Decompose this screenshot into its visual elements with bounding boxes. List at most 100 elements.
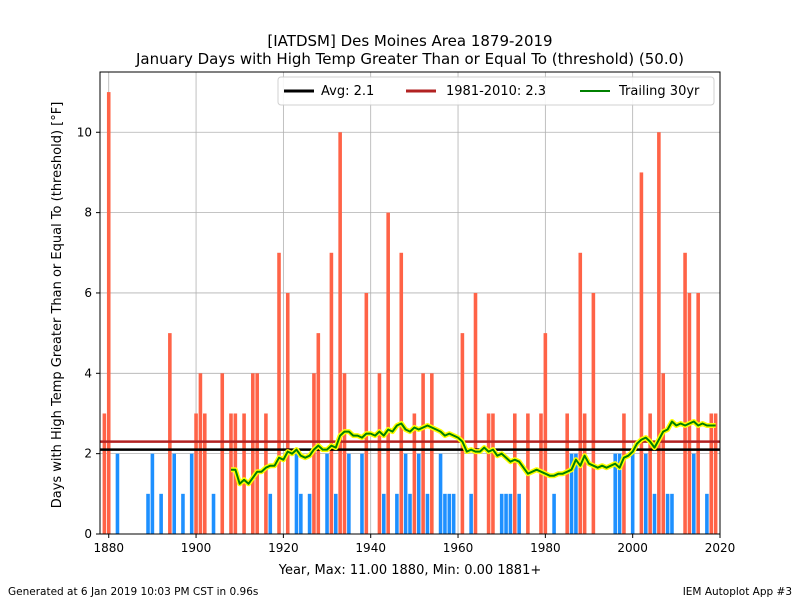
bar (469, 493, 473, 534)
x-tick-label: 2020 (705, 541, 736, 555)
bar (687, 292, 692, 534)
bar (591, 292, 596, 534)
y-tick-label: 10 (77, 125, 92, 139)
ticks: 1880 1900 1920 1940 1960 1980 2000 2020 0 2 4 6 8 10 (77, 125, 736, 555)
app-credit: IEM Autoplot App #3 (683, 586, 792, 598)
legend-label-avg: Avg: 2.1 (321, 84, 374, 99)
bar (578, 252, 583, 535)
legend-box (277, 76, 715, 106)
bar (159, 493, 163, 534)
bar (403, 453, 408, 534)
bar (194, 413, 198, 534)
bar (316, 333, 321, 534)
bar (172, 453, 177, 534)
legend: Avg: 2.1 1981-2010: 2.3 Trailing 30yr (277, 76, 715, 106)
bar (220, 373, 225, 534)
bar (189, 453, 194, 534)
bar (613, 453, 618, 534)
bar (643, 453, 648, 534)
y-tick-label: 8 (84, 206, 92, 220)
bar (622, 413, 626, 534)
chart-title: [IATDSM] Des Moines Area 1879-2019 (267, 32, 552, 50)
generated-timestamp: Generated at 6 Jan 2019 10:03 PM CST in … (8, 586, 258, 598)
bar (447, 493, 452, 534)
bar (652, 493, 657, 534)
bar (512, 413, 517, 534)
bar (508, 493, 513, 534)
bar (386, 212, 390, 534)
bar (552, 493, 556, 534)
x-tick-label: 1920 (268, 541, 299, 555)
bar (264, 413, 268, 534)
legend-label-trailing: Trailing 30yr (618, 84, 700, 99)
bar (504, 493, 508, 534)
bar (329, 252, 334, 535)
bar (395, 493, 399, 534)
bar (325, 453, 329, 534)
bar (255, 373, 259, 534)
bar (491, 413, 495, 534)
bar (277, 252, 281, 535)
bars (102, 92, 718, 535)
y-tick-label: 4 (84, 366, 92, 380)
bar (425, 493, 430, 534)
bar (115, 453, 120, 534)
bar (416, 453, 421, 534)
bar (412, 413, 417, 534)
bar (150, 453, 155, 534)
bar (364, 292, 369, 534)
bar (106, 92, 111, 534)
bar (382, 493, 386, 534)
bar (639, 172, 644, 534)
bar (146, 493, 150, 534)
bar (198, 373, 203, 534)
bar (168, 333, 172, 534)
bar (421, 373, 425, 534)
bar (347, 453, 351, 534)
bar (460, 333, 465, 534)
bar (285, 292, 290, 534)
bar (211, 493, 216, 534)
bar (582, 413, 587, 534)
bar (486, 413, 491, 534)
bar (630, 453, 635, 534)
bar (299, 493, 303, 534)
x-tick-label: 1940 (355, 541, 386, 555)
bar (696, 292, 700, 534)
bar (499, 493, 504, 534)
grid (100, 72, 721, 535)
trailing-line-layer (231, 419, 716, 487)
reference-lines (100, 440, 720, 451)
bar (333, 493, 338, 534)
bar (268, 493, 273, 534)
bar (242, 413, 246, 534)
bar (705, 493, 709, 534)
y-axis-label: Days with High Temp Greater Than or Equa… (50, 102, 65, 509)
bar (692, 453, 696, 534)
bar (430, 373, 434, 534)
bar (574, 453, 578, 534)
bar (543, 333, 548, 534)
x-axis-label: Year, Max: 11.00 1880, Min: 0.00 1881+ (278, 563, 542, 578)
bar (661, 373, 666, 534)
bar (670, 493, 674, 534)
bar (517, 493, 521, 534)
x-tick-label: 1980 (530, 541, 561, 555)
plot-frame (99, 71, 721, 535)
bar (102, 413, 107, 534)
y-tick-label: 0 (84, 527, 92, 541)
bar (657, 132, 661, 534)
x-tick-label: 1880 (93, 541, 124, 555)
bar (377, 373, 382, 534)
bar (648, 413, 652, 534)
bar (665, 493, 670, 534)
bar (181, 493, 185, 534)
bar (438, 453, 443, 534)
bar (443, 493, 447, 534)
legend-label-normal: 1981-2010: 2.3 (446, 84, 546, 99)
bar (251, 373, 255, 534)
bar (399, 252, 404, 535)
bar (709, 413, 714, 534)
chart-subtitle: January Days with High Temp Greater Than… (135, 50, 684, 68)
